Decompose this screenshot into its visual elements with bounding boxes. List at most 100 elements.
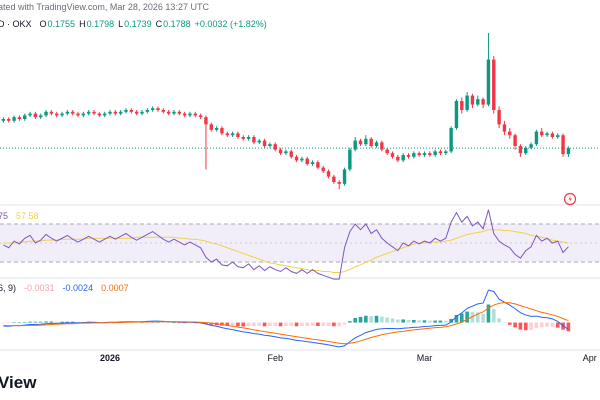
legend-value: 0.0007: [101, 283, 129, 293]
legend-value: D · OKX: [0, 19, 32, 29]
legend-value: 75: [0, 211, 8, 221]
candle-body: [518, 146, 523, 154]
candle-body: [86, 111, 91, 114]
macd-hist-bar: [22, 322, 27, 323]
candle-body: [241, 137, 245, 139]
candle-body: [278, 149, 283, 154]
candle-body: [492, 59, 496, 110]
macd-hist-bar: [236, 322, 240, 327]
candle-body: [305, 158, 309, 164]
candle-body: [300, 158, 304, 161]
ohlc-header: D · OKX O0.1755 H0.1798 L0.1739 C0.1788 +0.00…: [0, 19, 267, 29]
candle-body: [28, 113, 32, 116]
x-tick-label: 2026: [100, 353, 120, 363]
candle-body: [55, 113, 59, 116]
candle-body: [246, 137, 251, 139]
macd-hist-bar: [385, 317, 389, 323]
candle-body: [561, 135, 565, 155]
candle-body: [145, 110, 150, 112]
alert-icon[interactable]: [563, 192, 577, 206]
macd-hist-bar: [150, 322, 155, 323]
candle-body: [198, 115, 203, 118]
macd-hist-bar: [401, 319, 405, 323]
macd-hist-bar: [523, 322, 528, 331]
macd-hist-bar: [507, 322, 512, 325]
candle-body: [369, 138, 373, 146]
macd-hist-bar: [28, 321, 32, 323]
candle-body: [486, 59, 491, 105]
macd-hist-bar: [491, 309, 496, 323]
candle-body: [422, 153, 427, 155]
macd-hist-bar: [353, 318, 357, 323]
candle-body: [294, 156, 299, 161]
candle-body: [23, 115, 27, 119]
candle-body: [396, 156, 400, 161]
candle-body: [225, 133, 229, 136]
macd-hist-bar: [252, 322, 256, 327]
candle-body: [566, 148, 571, 155]
macd-hist-bar: [332, 322, 336, 327]
macd-hist-bar: [513, 322, 517, 328]
macd-hist-bar: [49, 321, 54, 323]
candle-body: [118, 111, 123, 114]
candle-body: [76, 113, 80, 116]
macd-legend: 6, 9) -0.0031 -0.0024 0.0007: [0, 283, 129, 293]
candle-body: [332, 176, 336, 182]
candle-body: [182, 113, 187, 116]
legend-value: +0.0032 (+1.82%): [195, 19, 267, 29]
rsi-line: [3, 229, 569, 273]
candle-body: [39, 115, 43, 118]
candle-body: [166, 111, 171, 114]
macd-hist-bar: [539, 322, 544, 328]
macd-hist-bar: [459, 313, 464, 323]
macd-hist-bar: [38, 321, 43, 323]
candle-body: [454, 101, 459, 128]
candle-body: [385, 149, 389, 154]
legend-value: L: [118, 19, 123, 29]
candle-body: [438, 151, 443, 154]
candle-body: [545, 133, 549, 136]
macd-hist-bar: [289, 322, 294, 326]
candle-body: [172, 111, 176, 114]
macd-hist-bar: [502, 322, 507, 323]
macd-hist-bar: [545, 322, 549, 327]
candle-body: [161, 110, 166, 112]
candle-body: [44, 111, 48, 116]
candle-body: [134, 111, 139, 114]
candle-body: [316, 162, 320, 168]
candle-body: [412, 153, 416, 157]
rsi-line: [3, 209, 569, 280]
macd-hist-bar: [412, 320, 416, 323]
source: ated with TradingView.com, Mar 28, 2026 …: [0, 2, 209, 12]
macd-hist-bar: [17, 322, 22, 324]
candle-body: [108, 111, 112, 114]
macd-hist-bar: [305, 322, 310, 326]
candle-body: [374, 142, 379, 146]
candle-body: [17, 117, 22, 119]
candle-body: [449, 128, 453, 152]
candle-body: [428, 153, 432, 155]
macd-hist-bar: [241, 322, 246, 327]
legend-value: 57.58: [16, 211, 39, 221]
macd-hist-bar: [65, 321, 70, 323]
legend-value: 0.1798: [87, 19, 115, 29]
legend-value: C: [156, 19, 163, 29]
candle-body: [502, 124, 507, 132]
x-tick-label: Apr: [583, 353, 597, 363]
candle-body: [262, 140, 267, 146]
candle-body: [481, 99, 485, 105]
macd-hist-bar: [204, 322, 208, 324]
macd-hist-bar: [70, 321, 75, 323]
candle-body: [534, 131, 539, 145]
macd-hist-bar: [268, 322, 272, 326]
macd-hist-bar: [342, 322, 347, 325]
macd-hist-bar: [374, 315, 379, 323]
candle-body: [257, 140, 261, 143]
candle-body: [550, 133, 555, 137]
candle-body: [524, 147, 528, 154]
macd-hist-bar: [348, 321, 352, 323]
candle-body: [188, 113, 192, 116]
candle-body: [268, 144, 272, 146]
macd-hist-bar: [188, 322, 192, 324]
